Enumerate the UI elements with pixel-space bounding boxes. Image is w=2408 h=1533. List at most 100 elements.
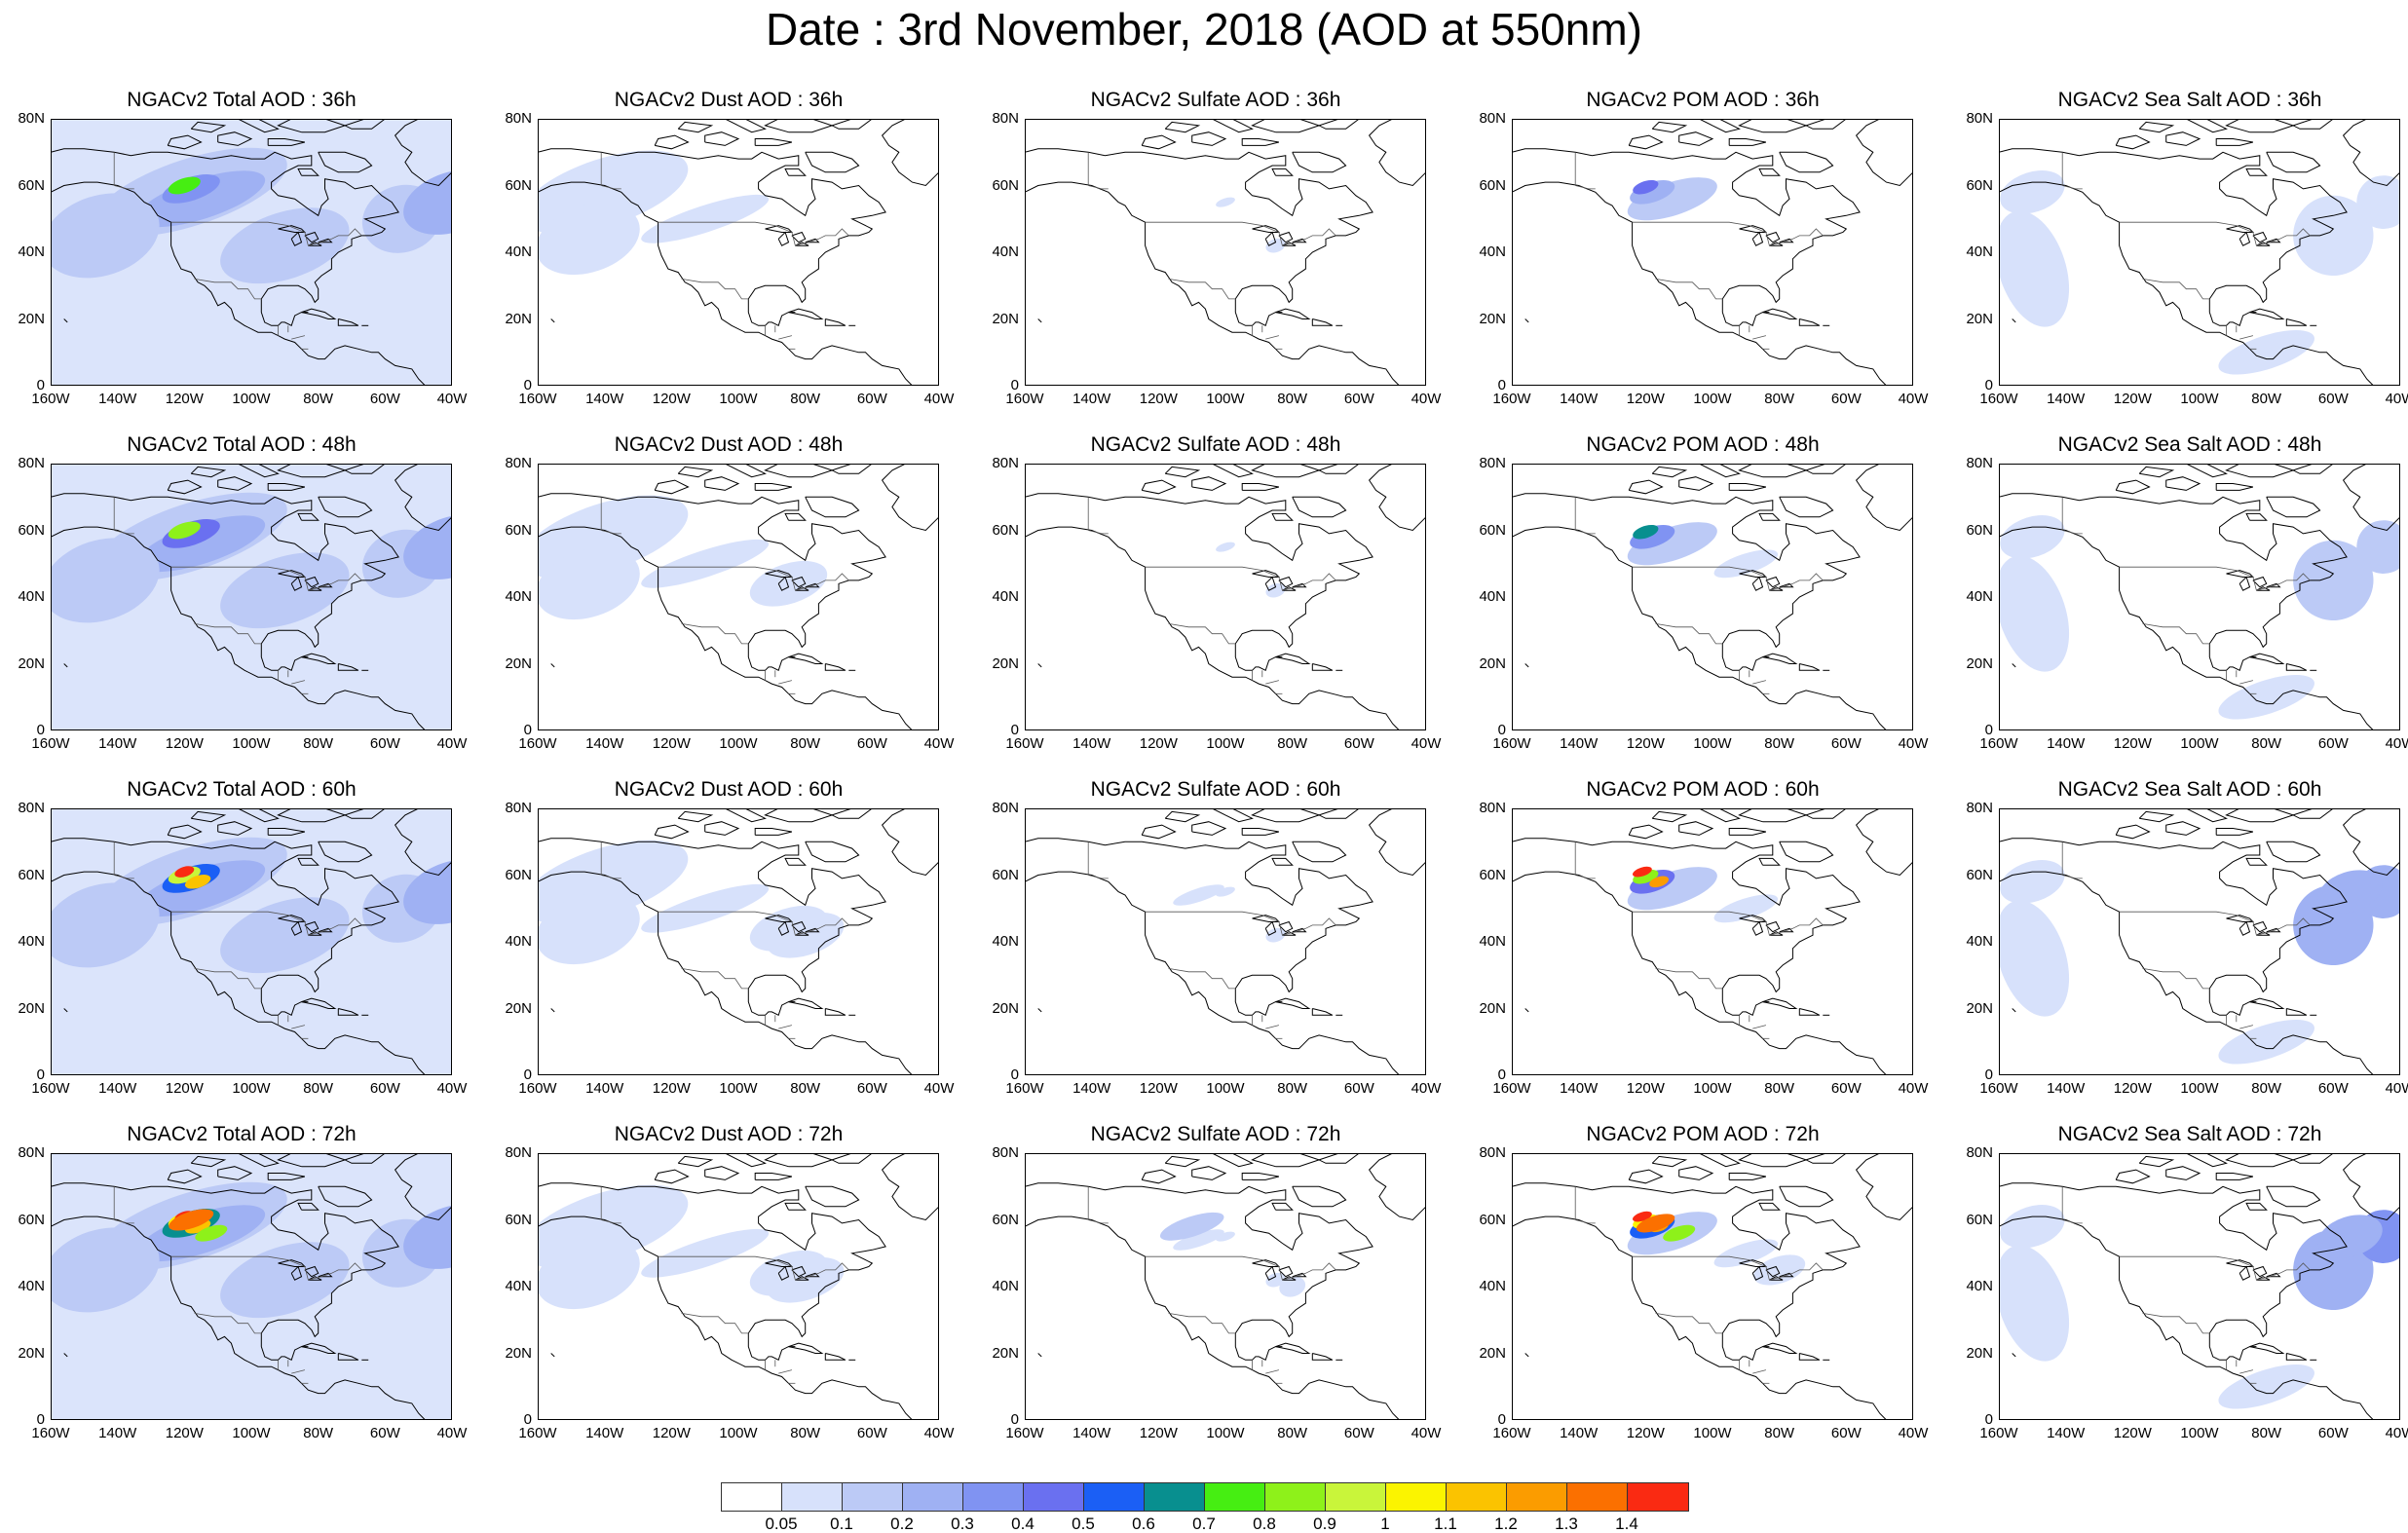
map-panel: NGACv2 Dust AOD : 36h 80N 60N 40N 20N 0 160W 14… [487, 88, 968, 432]
lon-tick-label: 140W [585, 391, 624, 407]
coastline [677, 1155, 714, 1168]
coastline [1651, 1155, 1688, 1168]
coastline [754, 483, 793, 491]
lat-tick-label: 60N [1479, 176, 1506, 194]
lon-tick-label: 160W [1979, 391, 2018, 407]
aerosol-field [1649, 876, 1670, 888]
map-frame [1999, 1153, 2400, 1420]
colorbar-swatch [722, 1483, 782, 1511]
lon-tick-label: 100W [1693, 391, 1732, 407]
colorbar-swatch [903, 1483, 963, 1511]
coastline [795, 586, 809, 591]
map-frame [538, 119, 939, 386]
lon-tick-label: 100W [232, 1080, 271, 1097]
aod-map [1512, 808, 1913, 1075]
lat-tick-label: 40N [1966, 1278, 1993, 1294]
lon-tick-label: 40W [1411, 391, 1442, 407]
coastline [805, 841, 860, 863]
coastline [1311, 1008, 1334, 1016]
coastline [1769, 586, 1784, 591]
lon-tick-label: 80W [303, 735, 334, 752]
lon-tick-label: 140W [98, 735, 137, 752]
coastline [677, 466, 714, 478]
coastline [51, 1215, 426, 1420]
lat-tick-label: 40N [992, 933, 1019, 950]
coastline [784, 857, 807, 866]
coastline [2266, 496, 2321, 518]
country-border [778, 1369, 792, 1374]
colorbar-swatch [1265, 1483, 1326, 1511]
coastline [654, 134, 690, 150]
lon-tick-label: 140W [2047, 1425, 2086, 1441]
lon-tick-label: 120W [1626, 1425, 1665, 1441]
coastline [1728, 828, 1767, 836]
lon-tick-label: 160W [1005, 735, 1044, 752]
lon-tick-label: 60W [2317, 391, 2349, 407]
lon-tick-label: 60W [1830, 391, 1862, 407]
coastline [2186, 119, 2228, 133]
coastline [2115, 824, 2151, 840]
lon-tick-label: 140W [1560, 735, 1599, 752]
country-border [114, 1219, 134, 1224]
map-area [1025, 808, 1426, 1075]
lat-tick-label: 80N [992, 800, 1019, 816]
coastline [343, 1153, 386, 1164]
aod-map [1999, 119, 2400, 386]
coastline [550, 318, 555, 323]
colorbar-swatch [1326, 1483, 1386, 1511]
coastline [764, 1153, 834, 1168]
coastline [1651, 121, 1688, 133]
country-border [601, 1219, 621, 1224]
coastline [1292, 1185, 1347, 1208]
lat-tick-label: 60N [1966, 866, 1993, 883]
coastline [2342, 1153, 2400, 1221]
colorbar-label: 0.7 [1192, 1514, 1216, 1533]
aerosol-field [641, 1228, 770, 1278]
lat-tick-label: 60N [992, 521, 1019, 539]
coastline [290, 1265, 303, 1281]
country-border [681, 623, 749, 645]
aerosol-field [220, 552, 350, 629]
coastline [550, 1008, 555, 1013]
coastline [267, 483, 306, 491]
coastline [1999, 493, 2348, 672]
lon-tick-label: 140W [585, 1425, 624, 1441]
lat-tick-label: 40N [1966, 588, 1993, 605]
coastline [2215, 138, 2254, 146]
coastline [538, 1215, 913, 1420]
coastline [51, 838, 399, 1017]
coastline [1628, 824, 1664, 840]
coastline [725, 1153, 767, 1168]
lon-tick-label: 120W [1626, 391, 1665, 407]
country-border [778, 335, 792, 340]
lat-tick-label: 40N [505, 588, 532, 605]
coastline [791, 920, 807, 933]
lat-tick-label: 40N [992, 1278, 1019, 1294]
aerosol-field [174, 866, 195, 878]
map-area [1999, 119, 2400, 386]
coastline [805, 1185, 860, 1208]
coastline [1855, 464, 1913, 532]
lon-tick-label: 60W [1343, 1425, 1374, 1441]
coastline [1699, 808, 1741, 823]
coastline [2266, 1272, 2281, 1278]
panel-title: NGACv2 Sea Salt AOD : 72h [2057, 1123, 2322, 1145]
coastline [1251, 119, 1321, 133]
lat-tick-label: 20N [505, 1344, 532, 1362]
coastline [1628, 1169, 1664, 1184]
coastline [1855, 119, 1913, 187]
coastline [2012, 663, 2016, 668]
lon-tick-label: 120W [1139, 391, 1178, 407]
aerosol-field [1627, 867, 1717, 911]
colorbar-label: 0.5 [1072, 1514, 1095, 1533]
map-area [1999, 464, 2400, 730]
coastline [824, 1008, 847, 1016]
lon-tick-label: 120W [2113, 1425, 2152, 1441]
lat-tick-label: 80N [505, 800, 532, 816]
coastline [830, 464, 873, 474]
lon-tick-label: 60W [856, 1080, 887, 1097]
lon-tick-label: 100W [2180, 735, 2219, 752]
coastline [301, 308, 337, 319]
lon-tick-label: 160W [518, 1425, 557, 1441]
country-border [1145, 1255, 1336, 1281]
